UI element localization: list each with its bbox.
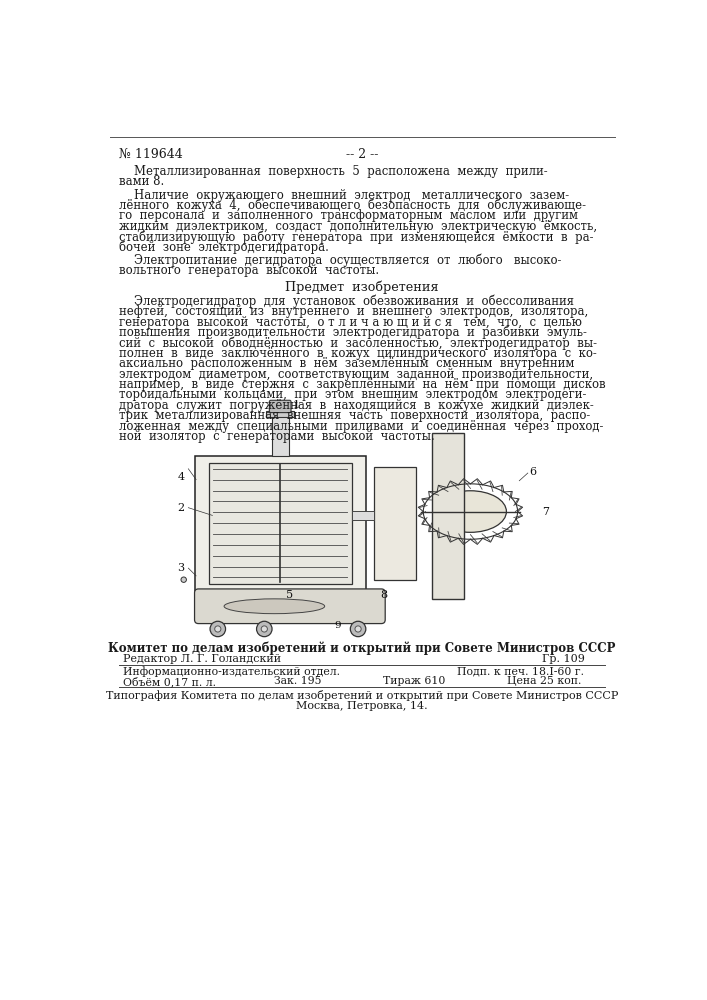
Bar [271, 414, 288, 456]
Text: Предмет  изобретения: Предмет изобретения [285, 281, 439, 294]
FancyBboxPatch shape [194, 589, 385, 624]
Text: повышения  производительности  электродегидратора  и  разбивки  эмуль-: повышения производительности электродеги… [119, 326, 588, 339]
Text: лённого  кожуха  4,  обеспечивающего  безопасность  для  обслуживающе-: лённого кожуха 4, обеспечивающего безопа… [119, 199, 586, 212]
Text: 6: 6 [530, 467, 537, 477]
Text: Цена 25 коп.: Цена 25 коп. [507, 676, 581, 686]
Text: полнен  в  виде  заключённого  в  кожух  цилиндрического  изолятора  с  ко-: полнен в виде заключённого в кожух цилин… [119, 347, 597, 360]
Ellipse shape [215, 626, 221, 632]
Bar [267, 411, 294, 417]
Ellipse shape [355, 626, 361, 632]
Text: 5: 5 [286, 590, 293, 600]
Text: Зак. 195: Зак. 195 [274, 676, 322, 686]
Bar [209, 463, 352, 584]
Bar [194, 456, 366, 591]
Text: 3: 3 [177, 563, 185, 573]
Text: -- 2 --: -- 2 -- [346, 148, 378, 161]
Text: Москва, Петровка, 14.: Москва, Петровка, 14. [296, 701, 428, 711]
Ellipse shape [257, 621, 272, 637]
Text: вами 8.: вами 8. [119, 175, 165, 188]
Text: нефтей,  состоящий  из  внутреннего  и  внешнего  электродов,  изолятора,: нефтей, состоящий из внутреннего и внешн… [119, 305, 589, 318]
Ellipse shape [351, 621, 366, 637]
Text: го  персонала  и  заполненного  трансформаторным  маслом  или  другим: го персонала и заполненного трансформато… [119, 209, 578, 222]
Text: ложенная  между  специальными  приливами  и  соединённая  через  проход-: ложенная между специальными приливами и … [119, 420, 604, 433]
Text: бочей  зоне  электродегидратора.: бочей зоне электродегидратора. [119, 241, 329, 254]
Text: электродом  диаметром,  соответствующим  заданной  производительности,: электродом диаметром, соответствующим за… [119, 368, 593, 381]
Bar [432, 433, 464, 599]
Text: 9: 9 [335, 621, 341, 630]
Text: Подп. к печ. 18.I-60 г.: Подп. к печ. 18.I-60 г. [457, 667, 585, 677]
Ellipse shape [210, 621, 226, 637]
Text: 1: 1 [293, 400, 300, 410]
Text: трик  металлизированная  внешняя  часть  поверхности  изолятора,  распо-: трик металлизированная внешняя часть пов… [119, 409, 590, 422]
Ellipse shape [435, 491, 506, 532]
Bar [352, 511, 373, 520]
Text: Наличие  окружающего  внешний  электрод   металлического  зазем-: Наличие окружающего внешний электрод мет… [119, 189, 570, 202]
Text: Информационно-издательский отдел.: Информационно-издательский отдел. [123, 667, 340, 677]
Text: ной  изолятор  с  генераторами  высокой  частоты.: ной изолятор с генераторами высокой част… [119, 430, 435, 443]
Text: жидким  диэлектриком,  создаст  дополнительную  электрическую  ёмкость,: жидким диэлектриком, создаст дополнитель… [119, 220, 597, 233]
Text: аксиально  расположенным  в  нём  заземлённым  сменным  внутренним: аксиально расположенным в нём заземлённы… [119, 357, 575, 370]
Text: 2: 2 [177, 503, 185, 513]
Text: стабилизирующую  работу  генератора  при  изменяющейся  ёмкости  в  ра-: стабилизирующую работу генератора при из… [119, 230, 594, 244]
Text: 4: 4 [177, 472, 185, 482]
Text: 8: 8 [380, 590, 387, 600]
Text: Тираж 610: Тираж 610 [383, 676, 445, 686]
Text: Объём 0,17 п. л.: Объём 0,17 п. л. [123, 676, 216, 687]
Text: Типография Комитета по делам изобретений и открытий при Совете Министров СССР: Типография Комитета по делам изобретений… [106, 690, 618, 701]
Ellipse shape [224, 599, 325, 614]
Text: Электропитание  дегидратора  осуществляется  от  любого   высоко-: Электропитание дегидратора осуществляетс… [119, 254, 562, 267]
Ellipse shape [261, 626, 267, 632]
Circle shape [181, 577, 187, 582]
Text: тороидальными  кольцами,  при  этом  внешним  электродом  электродеги-: тороидальными кольцами, при этом внешним… [119, 388, 587, 401]
Text: например,  в  виде  стержня  с  закреплёнными  на  нём  при  помощи  дисков: например, в виде стержня с закреплёнными… [119, 378, 606, 391]
Text: 7: 7 [542, 507, 549, 517]
Text: Металлизированная  поверхность  5  расположена  между  прили-: Металлизированная поверхность 5 располож… [119, 165, 548, 178]
Text: генератора  высокой  частоты,  о т л и ч а ю щ и й с я   тем,  что,  с  целью: генератора высокой частоты, о т л и ч а … [119, 316, 583, 329]
Text: Редактор Л. Г. Голандский: Редактор Л. Г. Голандский [123, 654, 281, 664]
Text: вольтного  генератора  высокой  частоты.: вольтного генератора высокой частоты. [119, 264, 380, 277]
Bar [373, 466, 416, 580]
Text: Комитет по делам изобретений и открытий при Совете Министров СССР: Комитет по делам изобретений и открытий … [108, 641, 616, 655]
FancyBboxPatch shape [269, 400, 291, 413]
Text: Гр. 109: Гр. 109 [542, 654, 585, 664]
Text: сий  с  высокой  обводнённостью  и  засоленностью,  электродегидратор  вы-: сий с высокой обводнённостью и засоленно… [119, 336, 597, 350]
Text: дратора  служит  погружённая  в  находящийся  в  кожухе  жидкий  диэлек-: дратора служит погружённая в находящийся… [119, 399, 594, 412]
Text: Электродегидратор  для  установок  обезвоживания  и  обессоливания: Электродегидратор для установок обезвожи… [119, 295, 574, 308]
Text: № 119644: № 119644 [119, 148, 183, 161]
